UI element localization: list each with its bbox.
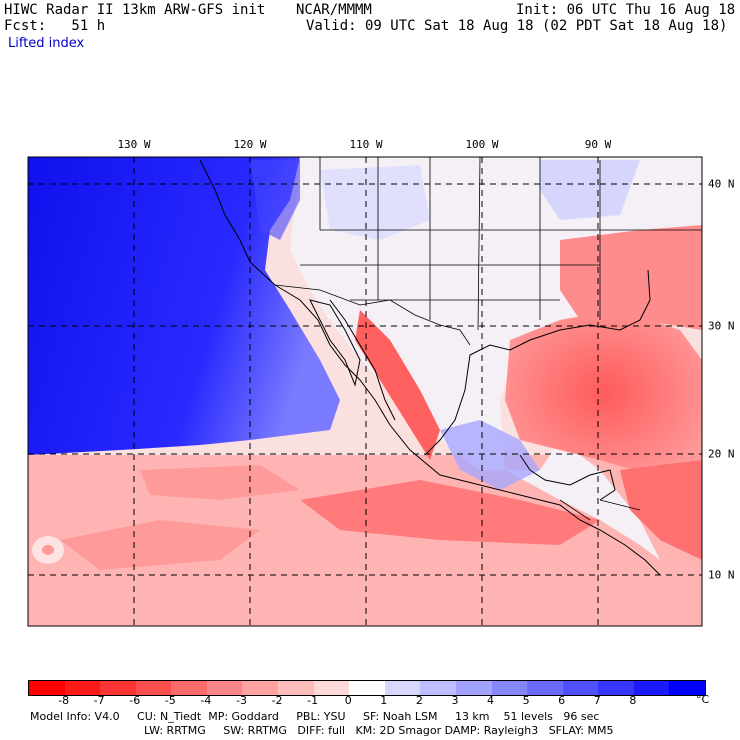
colorbar-swatch [420, 681, 456, 695]
colorbar-swatch [100, 681, 136, 695]
colorbar-swatch [242, 681, 279, 695]
colorbar-tick-label: 2 [415, 694, 423, 707]
colorbar-tick-label: -2 [271, 694, 283, 707]
lon-label-110w: 110 W [349, 138, 383, 151]
forecast-hour: Fcst: 51 h [4, 18, 106, 34]
colorbar-tick-label: -5 [164, 694, 176, 707]
colorbar-swatch [29, 681, 65, 695]
colorbar-swatch [64, 681, 101, 695]
colorbar-tick-label: 1 [380, 694, 388, 707]
graticule [28, 157, 702, 626]
colorbar-swatch [206, 681, 243, 695]
lat-label-40n: 40 N [708, 177, 735, 191]
colorbar-tick-label: 3 [451, 694, 459, 707]
political-borders [274, 156, 702, 521]
colorbar-tick-label: -3 [235, 694, 247, 707]
map-title: HIWC Radar II 13km ARW-GFS init [4, 2, 266, 18]
valid-time: Valid: 09 UTC Sat 18 Aug 18 (02 PDT Sat … [306, 18, 728, 34]
colorbar-tick-label: -7 [93, 694, 105, 707]
footer-physics-info: LW: RRTMG SW: RRTMG DIFF: full KM: 2D Sm… [144, 724, 614, 737]
colorbar-swatch [598, 681, 634, 695]
colorbar-tick-label: -4 [200, 694, 212, 707]
lat-label-10n: 10 N [708, 568, 735, 582]
field-name: Lifted index [8, 36, 85, 51]
colorbar-swatch [527, 681, 563, 695]
colorbar-tick-label: 4 [487, 694, 495, 707]
coastlines [199, 159, 661, 576]
lon-label-90w: 90 W [584, 138, 612, 151]
colorbar-tick-label: 8 [629, 694, 637, 707]
colorbar-swatch [135, 681, 172, 695]
colorbar-swatch [455, 681, 492, 695]
colorbar-swatch [349, 681, 385, 695]
colorbar-swatch [633, 681, 670, 695]
colorbar-tick-label: 7 [593, 694, 601, 707]
colorbar [28, 680, 706, 696]
colorbar-swatch [491, 681, 528, 695]
colorbar-tick-label: 0 [344, 694, 352, 707]
colorbar-swatch [278, 681, 314, 695]
colorbar-tick-label: 6 [558, 694, 566, 707]
org-label: NCAR/MMMM [296, 2, 372, 18]
init-time: Init: 06 UTC Thu 16 Aug 18 [516, 2, 736, 18]
colorbar-swatch [562, 681, 599, 695]
map-frame [27, 156, 703, 627]
colorbar-tick-label: -6 [129, 694, 141, 707]
colorbar-tick-label: -1 [307, 694, 319, 707]
colorbar-swatch [384, 681, 421, 695]
lat-label-20n: 20 N [708, 447, 735, 461]
colorbar-unit: °C [696, 693, 710, 706]
colorbar-tick-label: -8 [58, 694, 70, 707]
lon-label-100w: 100 W [465, 138, 499, 151]
colorbar-swatch [669, 681, 705, 695]
lon-label-130w: 130 W [117, 138, 151, 151]
lat-label-30n: 30 N [708, 319, 735, 333]
map-field [28, 157, 702, 626]
footer-model-info: Model Info: V4.0 CU: N_Tiedt MP: Goddard… [30, 710, 600, 723]
colorbar-swatch [171, 681, 207, 695]
colorbar-swatch [313, 681, 350, 695]
lon-label-120w: 120 W [233, 138, 267, 151]
colorbar-tick-label: 5 [522, 694, 530, 707]
